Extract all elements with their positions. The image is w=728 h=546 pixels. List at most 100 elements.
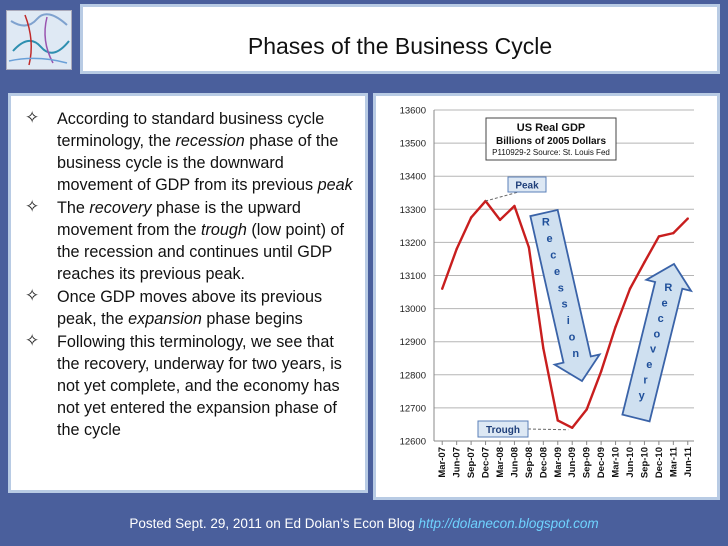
bullet-text: phase is the upward movement from the (57, 199, 301, 239)
gdp-data-point (686, 217, 689, 220)
bullet-text: Following this terminology, we see that … (57, 333, 342, 439)
bullet-list: ✧ According to standard business cycle te… (11, 96, 365, 441)
gdp-data-point (441, 287, 444, 290)
bullet-emphasis: expansion (128, 310, 202, 328)
recovery-letter: c (658, 313, 664, 325)
x-tick-label: Dec-10 (654, 447, 665, 478)
x-tick-label: Dec-07 (481, 447, 492, 478)
gdp-data-point (599, 370, 603, 373)
recession-letter: s (558, 282, 564, 294)
x-tick-label: Jun-10 (625, 447, 636, 478)
chart-subtitle: Billions of 2005 Dollars (496, 136, 606, 147)
bullet-emphasis: recovery (89, 199, 152, 217)
x-tick-label: Mar-10 (611, 447, 622, 478)
bullet-text: Once GDP moves above its previous peak, … (57, 288, 323, 328)
gdp-data-point (542, 347, 545, 350)
chart-title-box (485, 117, 617, 161)
y-tick-label: 12900 (400, 337, 426, 348)
trough-callout-leader (527, 428, 569, 431)
x-tick-label: Dec-09 (596, 447, 607, 478)
recession-letter: R (542, 216, 550, 228)
recession-letter: n (572, 348, 579, 360)
y-tick-label: 13300 (400, 205, 426, 216)
gdp-data-point (628, 287, 632, 290)
x-tick-label: Sep-09 (582, 447, 593, 478)
gdp-data-point (672, 231, 675, 235)
y-tick-label: 13400 (400, 172, 426, 183)
x-tick-label: Mar-11 (668, 446, 679, 477)
diamond-outline-icon: ✧ (25, 331, 40, 350)
recession-letter: i (567, 315, 570, 327)
x-tick-label: Jun-09 (567, 447, 578, 478)
bullet-item: ✧ According to standard business cycle te… (19, 108, 357, 196)
y-tick-label: 13100 (400, 271, 426, 282)
footer-text: Posted Sept. 29, 2011 on Ed Dolan’s Econ… (129, 516, 419, 531)
recession-letter: s (561, 299, 567, 311)
chart-annotations: US Real GDP Billions of 2005 DollarsP1109… (477, 117, 617, 438)
title-panel: Phases of the Business Cycle (80, 4, 720, 74)
diamond-outline-icon: ✧ (25, 286, 40, 305)
slide-title: Phases of the Business Cycle (247, 33, 553, 59)
peak-callout-box (507, 176, 547, 193)
y-tick-label: 12700 (400, 403, 426, 414)
gdp-data-point (513, 204, 516, 208)
y-tick-label: 12600 (400, 437, 426, 448)
blog-link[interactable]: http://dolanecon.blogspot.com (418, 516, 599, 531)
chart-title: US Real GDP (517, 122, 585, 134)
recession-arrow (529, 208, 602, 383)
x-tick-labels: Mar-07 Jun-07 Sep-07 Dec-07 Mar-08 Jun-08 Sep-… (437, 441, 694, 478)
bullet-emphasis: recession (175, 132, 245, 150)
bullet-item: ✧ Once GDP moves above its previous peak,… (19, 286, 357, 330)
bullet-text: phase of the business cycle is the downw… (57, 132, 339, 194)
recovery-letter: e (661, 298, 667, 310)
trough-callout-label: Trough (486, 425, 520, 436)
bullet-text: The (57, 199, 90, 217)
bullet-text: (low point) of the recession and continu… (57, 221, 345, 283)
bullet-text: According to standard business cycle ter… (57, 110, 325, 150)
bullet-emphasis: peak (317, 176, 353, 194)
diamond-outline-icon: ✧ (25, 108, 40, 127)
x-tick-label: Dec-08 (538, 447, 549, 478)
gdp-data-point (527, 246, 531, 249)
bullet-text: phase begins (201, 310, 303, 328)
footer: Posted Sept. 29, 2011 on Ed Dolan’s Econ… (0, 516, 728, 531)
y-tick-label: 13000 (400, 304, 426, 315)
recovery-letter: r (643, 375, 648, 387)
gdp-data-point (643, 261, 646, 264)
recovery-letter: v (650, 344, 657, 356)
y-tick-label: 13500 (400, 139, 426, 150)
gdp-chart: 12600 12700 12800 12900 13000 13100 13200 13300… (400, 106, 694, 478)
recovery-letter: e (646, 359, 652, 371)
x-tick-label: Mar-09 (553, 447, 564, 478)
bullet-item: ✧ Following this terminology, we see that… (19, 331, 357, 441)
recession-letter: e (554, 266, 560, 278)
bullet-item: ✧ The recovery phase is the upward moveme… (19, 197, 357, 285)
x-tick-label: Jun-07 (452, 447, 463, 478)
gdp-data-point (614, 325, 617, 329)
recovery-arrow (621, 262, 694, 423)
x-tick-label: Jun-08 (509, 447, 520, 478)
x-tick-label: Sep-08 (524, 447, 535, 478)
y-tick-label: 13600 (400, 106, 426, 117)
gdp-data-point (498, 218, 502, 222)
chart-source: P110929-2 Source: St. Louis Fed (492, 148, 610, 157)
bullet-emphasis: trough (200, 221, 247, 239)
x-tick-label: Jun-11 (683, 446, 694, 477)
recovery-letter: o (654, 328, 661, 340)
gdp-data-point (556, 419, 559, 422)
gdp-data-point (571, 426, 574, 429)
logo (6, 10, 72, 70)
x-tick-label: Mar-07 (437, 447, 448, 478)
y-tick-labels: 12600 12700 12800 12900 13000 13100 13200 13300… (400, 106, 426, 448)
trough-callout-box (477, 420, 529, 438)
recession-letter: e (547, 233, 553, 245)
gdp-data-point (657, 235, 661, 238)
recession-letter: c (550, 249, 556, 261)
diamond-outline-icon: ✧ (25, 197, 40, 216)
gdp-series-line (441, 199, 689, 429)
chart-panel: 12600 12700 12800 12900 13000 13100 13200 13300… (373, 93, 720, 500)
gdp-data-point (455, 247, 458, 251)
recovery-letter: y (639, 390, 646, 402)
text-panel: ✧ According to standard business cycle te… (8, 93, 368, 493)
